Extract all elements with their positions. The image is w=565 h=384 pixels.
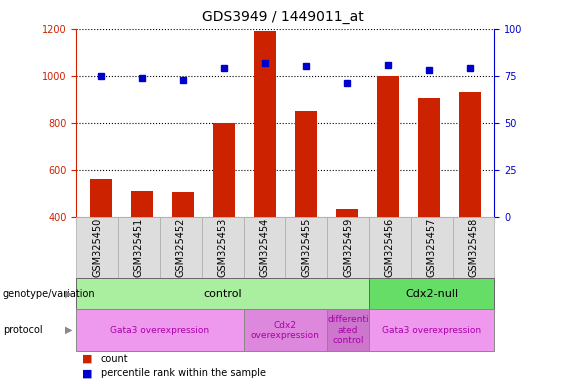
Bar (294, 111, 317, 311)
Text: control: control (203, 289, 242, 299)
Text: Cdx2
overexpression: Cdx2 overexpression (251, 321, 320, 340)
Text: GSM325459: GSM325459 (343, 218, 353, 277)
Text: differenti
ated
control: differenti ated control (327, 315, 369, 345)
Text: ▶: ▶ (65, 289, 73, 299)
Text: GSM325457: GSM325457 (427, 218, 437, 277)
Text: ▶: ▶ (65, 325, 73, 335)
Bar (254, 31, 276, 311)
Bar (336, 209, 358, 311)
Bar (459, 92, 481, 311)
Bar (376, 76, 399, 311)
Text: GSM325454: GSM325454 (259, 218, 270, 277)
Text: Gata3 overexpression: Gata3 overexpression (382, 326, 481, 335)
Bar (418, 98, 440, 311)
Text: GSM325456: GSM325456 (385, 218, 395, 277)
Text: ■: ■ (82, 368, 93, 378)
Text: Cdx2-null: Cdx2-null (405, 289, 458, 299)
Bar (90, 179, 112, 311)
Text: genotype/variation: genotype/variation (3, 289, 95, 299)
Text: protocol: protocol (3, 325, 42, 335)
Bar (131, 191, 153, 311)
Text: GDS3949 / 1449011_at: GDS3949 / 1449011_at (202, 10, 363, 23)
Text: ■: ■ (82, 354, 93, 364)
Text: Gata3 overexpression: Gata3 overexpression (110, 326, 210, 335)
Text: percentile rank within the sample: percentile rank within the sample (101, 368, 266, 378)
Bar (212, 123, 235, 311)
Text: GSM325450: GSM325450 (92, 218, 102, 277)
Text: GSM325453: GSM325453 (218, 218, 228, 277)
Text: GSM325451: GSM325451 (134, 218, 144, 277)
Text: GSM325458: GSM325458 (468, 218, 479, 277)
Text: GSM325452: GSM325452 (176, 218, 186, 277)
Text: GSM325455: GSM325455 (301, 218, 311, 277)
Bar (172, 192, 194, 311)
Text: count: count (101, 354, 128, 364)
